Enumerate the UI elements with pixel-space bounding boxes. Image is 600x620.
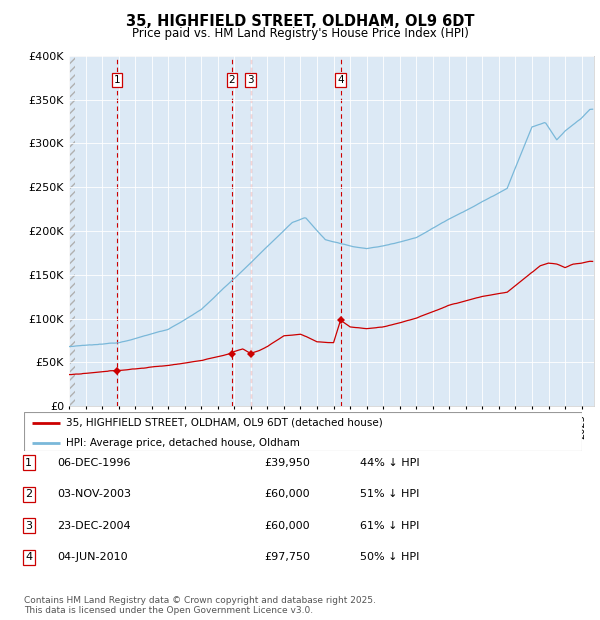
Text: 44% ↓ HPI: 44% ↓ HPI: [360, 458, 419, 467]
Text: £60,000: £60,000: [264, 489, 310, 499]
Text: 06-DEC-1996: 06-DEC-1996: [57, 458, 131, 467]
Text: 04-JUN-2010: 04-JUN-2010: [57, 552, 128, 562]
Text: £39,950: £39,950: [264, 458, 310, 467]
Text: 23-DEC-2004: 23-DEC-2004: [57, 521, 131, 531]
Bar: [69, 56, 75, 406]
Text: 61% ↓ HPI: 61% ↓ HPI: [360, 521, 419, 531]
Text: £97,750: £97,750: [264, 552, 310, 562]
Text: 1: 1: [25, 458, 32, 467]
Text: 4: 4: [25, 552, 32, 562]
Text: 50% ↓ HPI: 50% ↓ HPI: [360, 552, 419, 562]
Text: 3: 3: [247, 75, 254, 86]
Text: 2: 2: [25, 489, 32, 499]
Text: 35, HIGHFIELD STREET, OLDHAM, OL9 6DT (detached house): 35, HIGHFIELD STREET, OLDHAM, OL9 6DT (d…: [66, 418, 383, 428]
Text: 1: 1: [114, 75, 121, 86]
Text: 35, HIGHFIELD STREET, OLDHAM, OL9 6DT: 35, HIGHFIELD STREET, OLDHAM, OL9 6DT: [126, 14, 474, 29]
Text: 2: 2: [229, 75, 235, 86]
Text: 51% ↓ HPI: 51% ↓ HPI: [360, 489, 419, 499]
Text: HPI: Average price, detached house, Oldham: HPI: Average price, detached house, Oldh…: [66, 438, 300, 448]
Text: 4: 4: [337, 75, 344, 86]
FancyBboxPatch shape: [24, 412, 582, 451]
Text: 3: 3: [25, 521, 32, 531]
Text: Contains HM Land Registry data © Crown copyright and database right 2025.
This d: Contains HM Land Registry data © Crown c…: [24, 596, 376, 615]
Text: Price paid vs. HM Land Registry's House Price Index (HPI): Price paid vs. HM Land Registry's House …: [131, 27, 469, 40]
Text: £60,000: £60,000: [264, 521, 310, 531]
Text: 03-NOV-2003: 03-NOV-2003: [57, 489, 131, 499]
